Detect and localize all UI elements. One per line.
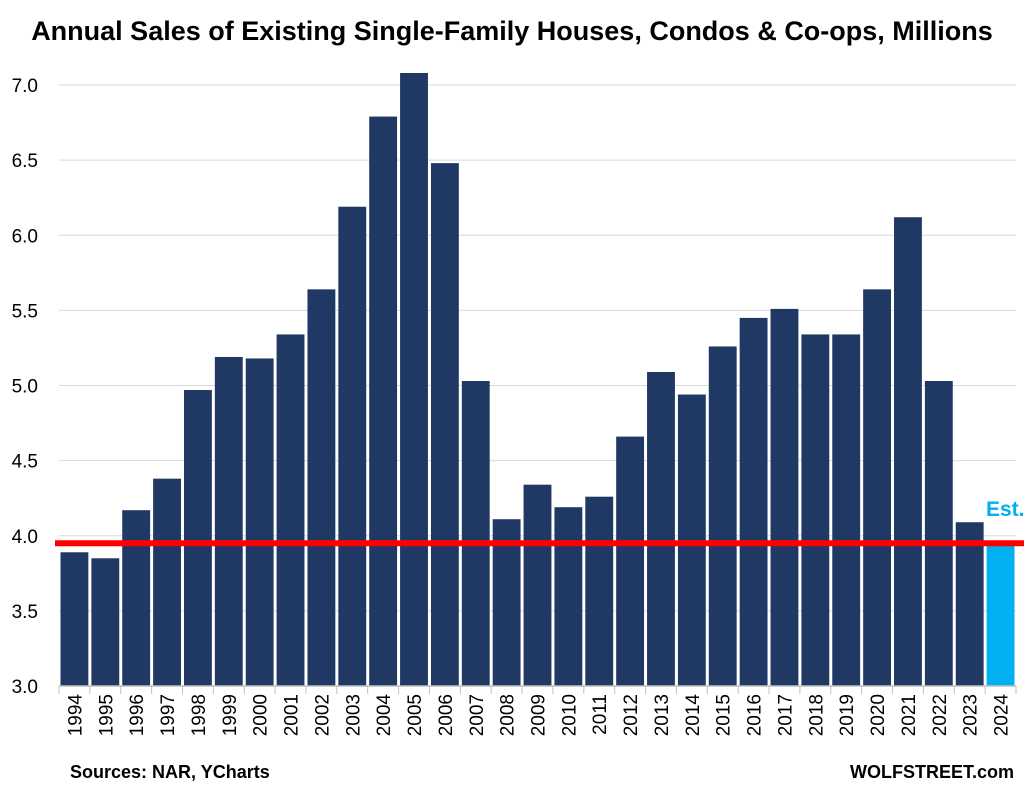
x-tick-label: 2015: [714, 694, 735, 736]
bar: [400, 73, 428, 686]
x-tick-label: 2013: [652, 694, 673, 736]
x-tick-label: 2019: [837, 694, 858, 736]
y-tick-label: 4.5: [12, 452, 38, 473]
bar: [770, 308, 799, 686]
x-tick-label: 2002: [312, 694, 333, 736]
annotations: Est.: [986, 498, 1024, 521]
y-tick-label: 3.0: [12, 677, 38, 698]
x-tick-label: 2017: [775, 694, 796, 736]
x-tick-label: 2010: [559, 694, 580, 736]
x-tick-label: 2021: [899, 694, 920, 736]
bar: [492, 519, 521, 686]
y-tick-label: 4.0: [12, 527, 38, 548]
bar: [369, 116, 398, 687]
bar: [276, 334, 305, 686]
x-tick-label: 2016: [745, 694, 766, 736]
x-tick-label: 2000: [251, 694, 272, 736]
bar: [863, 289, 892, 686]
bar: [955, 522, 984, 686]
bar: [307, 289, 336, 686]
brand-watermark: WOLFSTREET.com: [849, 762, 1014, 782]
bar: [338, 206, 367, 686]
y-tick-label: 3.5: [12, 602, 38, 623]
bar: [122, 510, 151, 686]
x-axis: [58, 685, 1017, 694]
bar: [708, 346, 737, 686]
bar: [677, 394, 706, 686]
y-tick-label: 6.5: [12, 151, 38, 172]
bars: [60, 73, 1015, 687]
bar: [523, 484, 552, 686]
x-tick-label: 2003: [343, 694, 364, 736]
x-axis-ticks: 1994 1995 1996 1997 1998 1999 2000 2001 2002 2003…: [65, 694, 1012, 737]
bar: [214, 356, 243, 686]
x-tick-label: 2012: [621, 694, 642, 736]
x-tick-label: 2020: [868, 694, 889, 736]
bar: [739, 317, 768, 686]
bar: [554, 507, 583, 686]
x-tick-label: 1999: [220, 694, 241, 736]
y-tick-label: 7.0: [12, 76, 38, 97]
x-tick-label: 2024: [992, 694, 1013, 737]
bar: [430, 163, 459, 686]
source-note: Sources: NAR, YCharts: [70, 762, 270, 782]
bar: [153, 478, 181, 686]
bar: [616, 436, 645, 686]
bar: [647, 371, 675, 686]
x-tick-label: 2005: [405, 694, 426, 736]
x-tick-label: 1996: [127, 694, 148, 736]
bar: [924, 381, 953, 686]
y-axis-ticks: 3.0 3.5 4.0 4.5 5.0 5.5 6.0 6.5 7.0: [12, 76, 38, 698]
bar: [894, 217, 922, 686]
y-tick-label: 5.0: [12, 377, 38, 398]
x-tick-label: 2006: [436, 694, 457, 736]
bar-estimate: [986, 543, 1015, 686]
x-tick-label: 2008: [498, 694, 519, 736]
x-tick-label: 2023: [961, 694, 982, 736]
bar: [832, 334, 861, 686]
bar: [91, 558, 120, 686]
x-tick-label: 2009: [529, 694, 550, 736]
bar: [183, 390, 212, 686]
x-tick-label: 2004: [374, 694, 395, 737]
bar: [245, 358, 274, 686]
bar: [461, 381, 490, 686]
estimate-label: Est.: [986, 498, 1024, 521]
x-tick-label: 1994: [65, 694, 86, 737]
y-tick-label: 6.0: [12, 226, 38, 247]
bar: [585, 496, 614, 686]
x-tick-label: 1997: [158, 694, 179, 736]
x-tick-label: 1995: [96, 694, 117, 736]
x-tick-label: 2014: [683, 694, 704, 737]
x-tick-label: 2018: [806, 694, 827, 736]
bar: [60, 552, 89, 686]
bar: [801, 334, 830, 686]
chart-title: Annual Sales of Existing Single-Family H…: [31, 16, 993, 46]
x-tick-label: 1998: [189, 694, 210, 736]
x-tick-label: 2007: [467, 694, 488, 736]
x-tick-label: 2001: [282, 694, 303, 736]
x-tick-label: 2011: [590, 694, 611, 735]
x-tick-label: 2022: [930, 694, 951, 736]
y-tick-label: 5.5: [12, 301, 38, 322]
